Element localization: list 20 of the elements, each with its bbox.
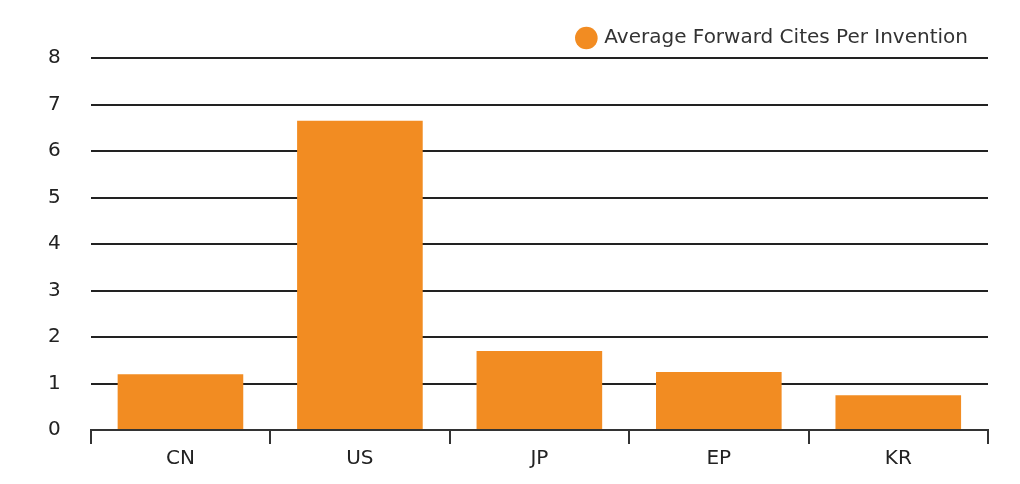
x-tick-label: KR xyxy=(884,445,912,470)
y-tick-label: 6 xyxy=(47,137,61,162)
y-tick-label: 4 xyxy=(47,230,61,255)
y-tick-label: 7 xyxy=(47,90,61,115)
y-tick-label: 3 xyxy=(47,276,61,301)
y-tick-label: 1 xyxy=(47,369,61,394)
y-tick-label: 8 xyxy=(47,44,61,69)
bar xyxy=(835,395,962,429)
bar xyxy=(476,350,603,429)
y-tick-label: 0 xyxy=(47,416,61,441)
y-tick-label: 5 xyxy=(47,183,61,208)
x-tick-label: EP xyxy=(706,445,732,470)
bar xyxy=(117,374,244,429)
legend-label: Average Forward Cites Per Invention xyxy=(604,24,968,49)
bar xyxy=(297,120,423,429)
x-tick-label: CN xyxy=(165,445,195,470)
x-tick-label: JP xyxy=(528,445,549,470)
bar xyxy=(656,371,782,429)
y-tick-label: 2 xyxy=(47,323,61,348)
x-tick-label: US xyxy=(346,445,374,470)
